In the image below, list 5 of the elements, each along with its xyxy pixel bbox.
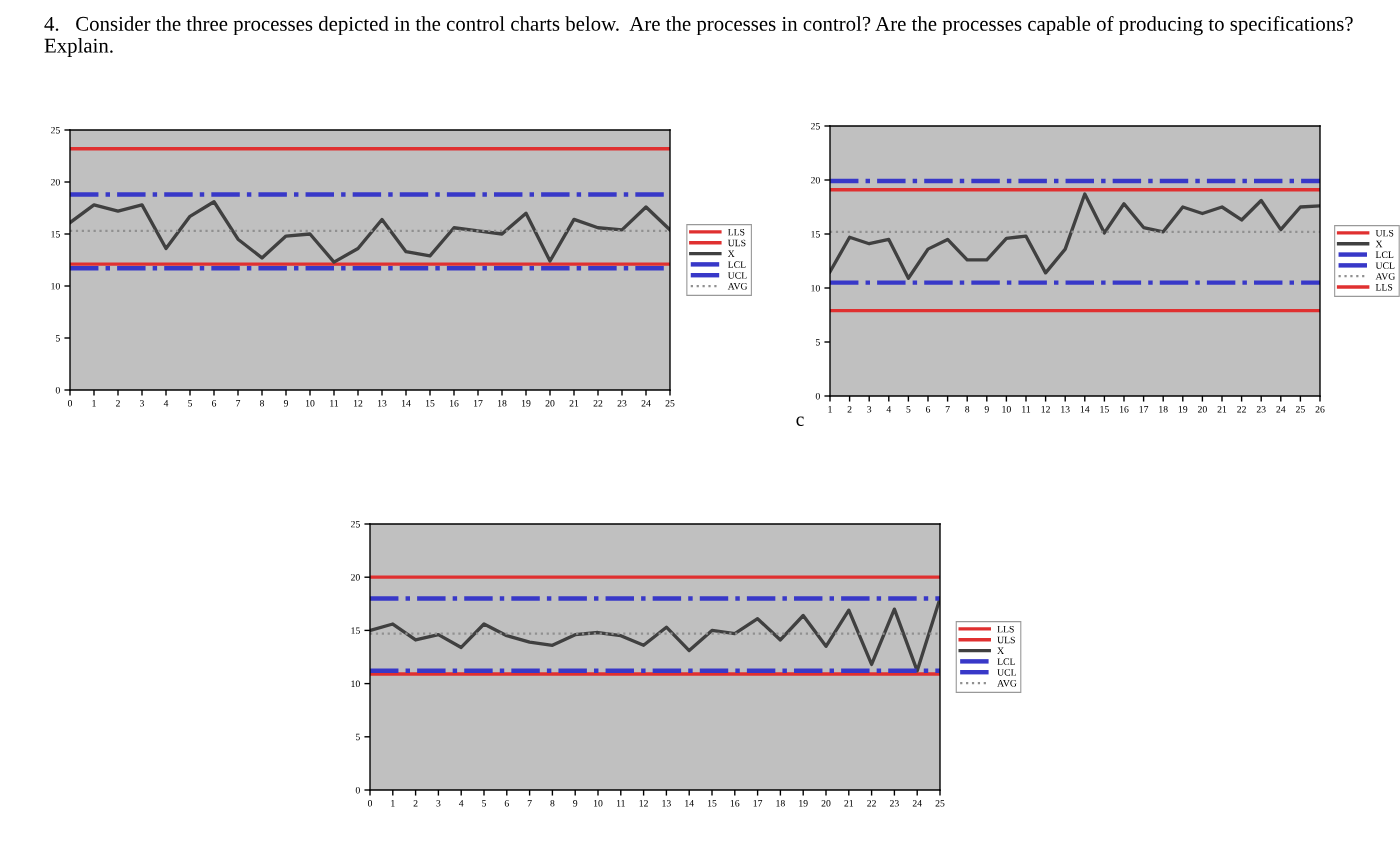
line-series <box>830 192 1320 280</box>
line-series <box>370 596 940 673</box>
text: c <box>796 416 804 426</box>
line-series <box>70 200 670 264</box>
chart-title: 4. Consider the three processes depicted in the control charts below. Are the processes in control? Are the processes capable of producing to specifications? Explain. <box>44 16 1353 57</box>
